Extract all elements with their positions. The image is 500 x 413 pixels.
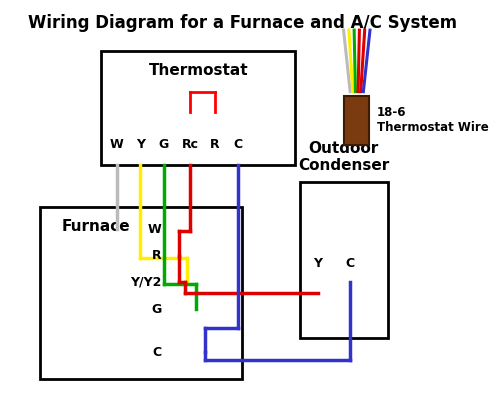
- Bar: [40, 206, 242, 379]
- Text: R: R: [152, 249, 162, 262]
- Bar: [344, 96, 369, 145]
- Text: Y: Y: [136, 138, 144, 151]
- Text: Y/Y2: Y/Y2: [130, 276, 162, 289]
- Text: G: G: [152, 303, 162, 316]
- Text: C: C: [346, 257, 354, 270]
- Bar: [102, 51, 295, 166]
- Text: R: R: [210, 138, 220, 151]
- Text: C: C: [152, 346, 162, 358]
- Text: W: W: [148, 223, 162, 235]
- Text: Y: Y: [314, 257, 322, 270]
- Text: Rc: Rc: [182, 138, 199, 151]
- Text: Thermostat: Thermostat: [148, 63, 248, 78]
- Text: Furnace: Furnace: [62, 219, 130, 234]
- Text: C: C: [234, 138, 242, 151]
- Text: Wiring Diagram for a Furnace and A/C System: Wiring Diagram for a Furnace and A/C Sys…: [28, 14, 457, 32]
- Text: G: G: [159, 138, 169, 151]
- Text: W: W: [110, 138, 124, 151]
- Text: Outdoor
Condenser: Outdoor Condenser: [298, 141, 389, 173]
- Text: 18-6
Thermostat Wire: 18-6 Thermostat Wire: [376, 107, 488, 134]
- Bar: [300, 182, 388, 338]
